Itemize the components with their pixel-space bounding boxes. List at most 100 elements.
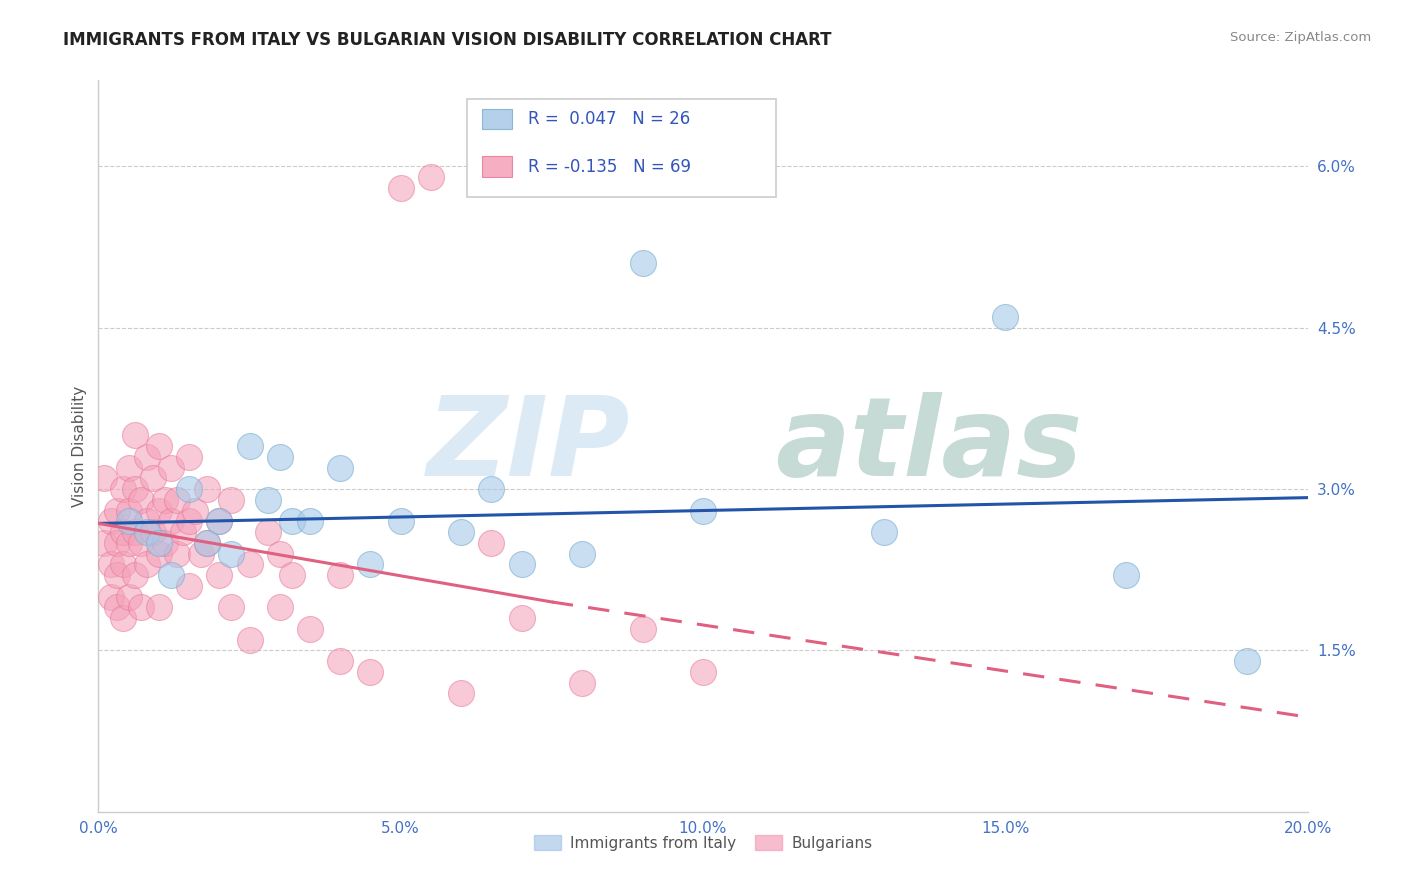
Point	[360, 665, 382, 679]
Point	[160, 514, 183, 528]
Text: R = -0.135   N = 69: R = -0.135 N = 69	[527, 158, 690, 176]
Point	[510, 611, 533, 625]
Point	[148, 547, 170, 561]
Point	[184, 503, 207, 517]
Point	[208, 568, 231, 582]
Point	[239, 439, 262, 453]
Point	[118, 590, 141, 604]
Point	[129, 536, 152, 550]
Point	[329, 460, 352, 475]
Point	[142, 471, 165, 485]
Point	[450, 686, 472, 700]
Point	[179, 450, 201, 464]
Point	[166, 547, 188, 561]
Point	[124, 428, 146, 442]
Point	[135, 514, 157, 528]
Point	[221, 492, 243, 507]
Point	[190, 547, 212, 561]
Point	[135, 558, 157, 572]
Point	[129, 600, 152, 615]
Point	[571, 675, 593, 690]
Point	[160, 460, 183, 475]
Point	[510, 558, 533, 572]
Text: Source: ZipAtlas.com: Source: ZipAtlas.com	[1230, 31, 1371, 45]
Point	[111, 482, 134, 496]
Point	[166, 492, 188, 507]
Point	[239, 558, 262, 572]
Y-axis label: Vision Disability: Vision Disability	[72, 385, 87, 507]
Point	[153, 492, 176, 507]
Point	[389, 181, 412, 195]
FancyBboxPatch shape	[482, 156, 512, 177]
Point	[873, 524, 896, 539]
Point	[105, 536, 128, 550]
Point	[118, 460, 141, 475]
Point	[269, 450, 291, 464]
Point	[118, 536, 141, 550]
Point	[195, 536, 218, 550]
FancyBboxPatch shape	[482, 109, 512, 129]
Point	[420, 170, 443, 185]
Text: atlas: atlas	[776, 392, 1083, 500]
Point	[1236, 654, 1258, 668]
Point	[692, 665, 714, 679]
Point	[239, 632, 262, 647]
Point	[281, 514, 304, 528]
Point	[148, 439, 170, 453]
Point	[299, 514, 322, 528]
Point	[450, 524, 472, 539]
Point	[118, 514, 141, 528]
Point	[153, 536, 176, 550]
Point	[269, 547, 291, 561]
Point	[135, 450, 157, 464]
Point	[329, 568, 352, 582]
Point	[124, 568, 146, 582]
Point	[124, 482, 146, 496]
Point	[631, 256, 654, 270]
Point	[179, 482, 201, 496]
Point	[692, 503, 714, 517]
Point	[93, 536, 115, 550]
FancyBboxPatch shape	[467, 99, 776, 197]
Point	[135, 524, 157, 539]
Point	[124, 524, 146, 539]
Point	[172, 524, 194, 539]
Point	[105, 568, 128, 582]
Point	[100, 514, 122, 528]
Legend: Immigrants from Italy, Bulgarians: Immigrants from Italy, Bulgarians	[527, 829, 879, 856]
Point	[179, 514, 201, 528]
Point	[93, 471, 115, 485]
Point	[105, 503, 128, 517]
Point	[571, 547, 593, 561]
Text: IMMIGRANTS FROM ITALY VS BULGARIAN VISION DISABILITY CORRELATION CHART: IMMIGRANTS FROM ITALY VS BULGARIAN VISIO…	[63, 31, 832, 49]
Point	[118, 503, 141, 517]
Text: R =  0.047   N = 26: R = 0.047 N = 26	[527, 110, 690, 128]
Point	[148, 536, 170, 550]
Point	[221, 600, 243, 615]
Point	[160, 568, 183, 582]
Point	[329, 654, 352, 668]
Point	[631, 622, 654, 636]
Text: ZIP: ZIP	[427, 392, 630, 500]
Point	[208, 514, 231, 528]
Point	[195, 482, 218, 496]
Point	[100, 590, 122, 604]
Point	[148, 600, 170, 615]
Point	[100, 558, 122, 572]
Point	[111, 611, 134, 625]
Point	[1115, 568, 1137, 582]
Point	[389, 514, 412, 528]
Point	[256, 492, 278, 507]
Point	[221, 547, 243, 561]
Point	[111, 558, 134, 572]
Point	[129, 492, 152, 507]
Point	[111, 524, 134, 539]
Point	[148, 503, 170, 517]
Point	[179, 579, 201, 593]
Point	[994, 310, 1017, 324]
Point	[195, 536, 218, 550]
Point	[481, 482, 503, 496]
Point	[256, 524, 278, 539]
Point	[299, 622, 322, 636]
Point	[269, 600, 291, 615]
